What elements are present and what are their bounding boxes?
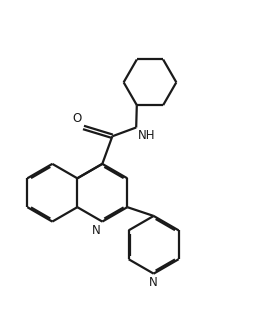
Text: N: N — [91, 224, 100, 237]
Text: N: N — [149, 276, 157, 289]
Text: NH: NH — [137, 129, 154, 142]
Text: O: O — [72, 113, 81, 125]
